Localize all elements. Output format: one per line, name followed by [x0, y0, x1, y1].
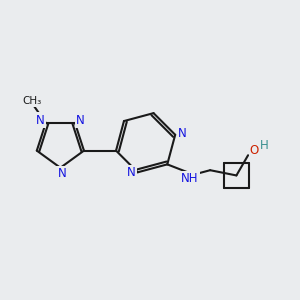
Text: N: N	[178, 127, 187, 140]
Text: CH₃: CH₃	[22, 96, 41, 106]
Text: H: H	[260, 139, 269, 152]
Text: N: N	[58, 167, 66, 180]
Text: N: N	[127, 166, 136, 179]
Text: NH: NH	[181, 172, 199, 185]
Text: N: N	[76, 113, 85, 127]
Text: N: N	[36, 113, 45, 127]
Text: O: O	[250, 144, 259, 158]
